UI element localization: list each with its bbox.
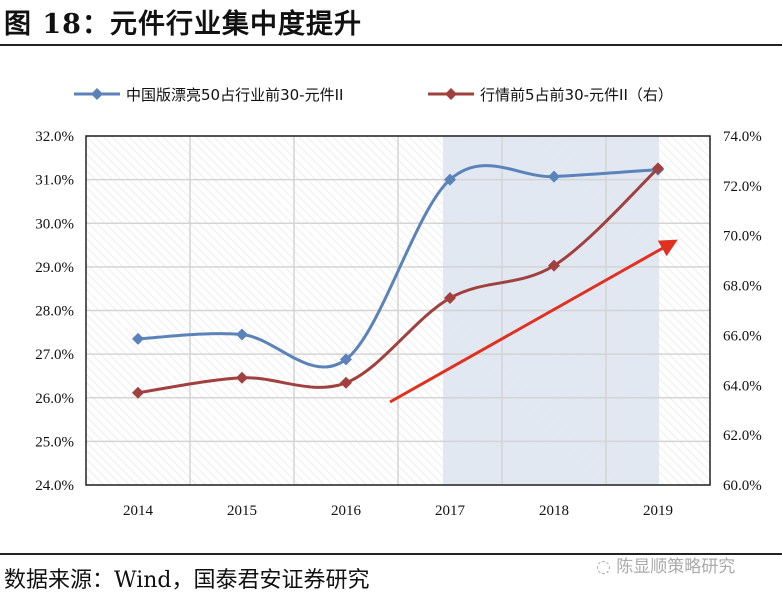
legend-label: 中国版漂亮50占行业前30-元件II	[126, 86, 343, 104]
right-tick-label: 68.0%	[723, 279, 762, 295]
figure-title: 图 18：元件行业集中度提升	[4, 9, 362, 40]
title-rule	[0, 44, 782, 46]
series-2-marker	[236, 371, 248, 384]
series-2-marker	[444, 292, 456, 305]
left-tick-label: 26.0%	[35, 391, 74, 407]
x-tick-label: 2017	[435, 503, 466, 519]
x-tick-label: 2016	[331, 503, 362, 519]
right-tick-label: 70.0%	[723, 229, 762, 245]
series-2-marker	[652, 162, 664, 175]
series-2-marker	[340, 376, 352, 389]
x-tick-label: 2014	[123, 503, 154, 519]
x-tick-label: 2019	[643, 503, 673, 519]
series-1-marker	[548, 170, 560, 183]
right-tick-label: 66.0%	[723, 328, 762, 344]
left-tick-label: 31.0%	[35, 173, 74, 189]
watermark-text: 陈显顺策略研究	[616, 557, 736, 577]
series-line-2	[137, 167, 660, 395]
left-tick-label: 25.0%	[35, 434, 74, 450]
x-tick-label: 2018	[539, 503, 569, 519]
left-tick-label: 27.0%	[35, 347, 74, 363]
left-tick-label: 32.0%	[35, 129, 74, 145]
legend-marker	[91, 88, 103, 100]
series-2-marker	[548, 259, 560, 272]
plot-border	[85, 135, 711, 486]
source-note: 数据来源：Wind，国泰君安证券研究	[4, 568, 370, 593]
trend-arrow	[389, 239, 678, 404]
legend-label: 行情前5占前30-元件II（右）	[480, 86, 673, 104]
left-tick-label: 24.0%	[35, 478, 74, 494]
watermark: ◌ 陈显顺策略研究	[596, 557, 736, 577]
left-tick-label: 29.0%	[35, 260, 74, 276]
right-tick-label: 64.0%	[723, 378, 762, 394]
series-1-marker	[444, 173, 456, 186]
right-tick-label: 72.0%	[723, 179, 762, 195]
series-1-marker	[340, 353, 352, 366]
series-1-marker	[132, 332, 144, 345]
series-2-marker	[132, 386, 144, 399]
source-rule	[0, 553, 782, 555]
x-tick-label: 2015	[227, 503, 257, 519]
left-tick-label: 30.0%	[35, 216, 74, 232]
series-1-marker	[236, 328, 248, 341]
left-tick-label: 28.0%	[35, 304, 74, 320]
legend-marker	[445, 88, 457, 100]
right-tick-label: 62.0%	[723, 428, 762, 444]
right-tick-label: 74.0%	[723, 129, 762, 145]
right-tick-label: 60.0%	[723, 478, 762, 494]
